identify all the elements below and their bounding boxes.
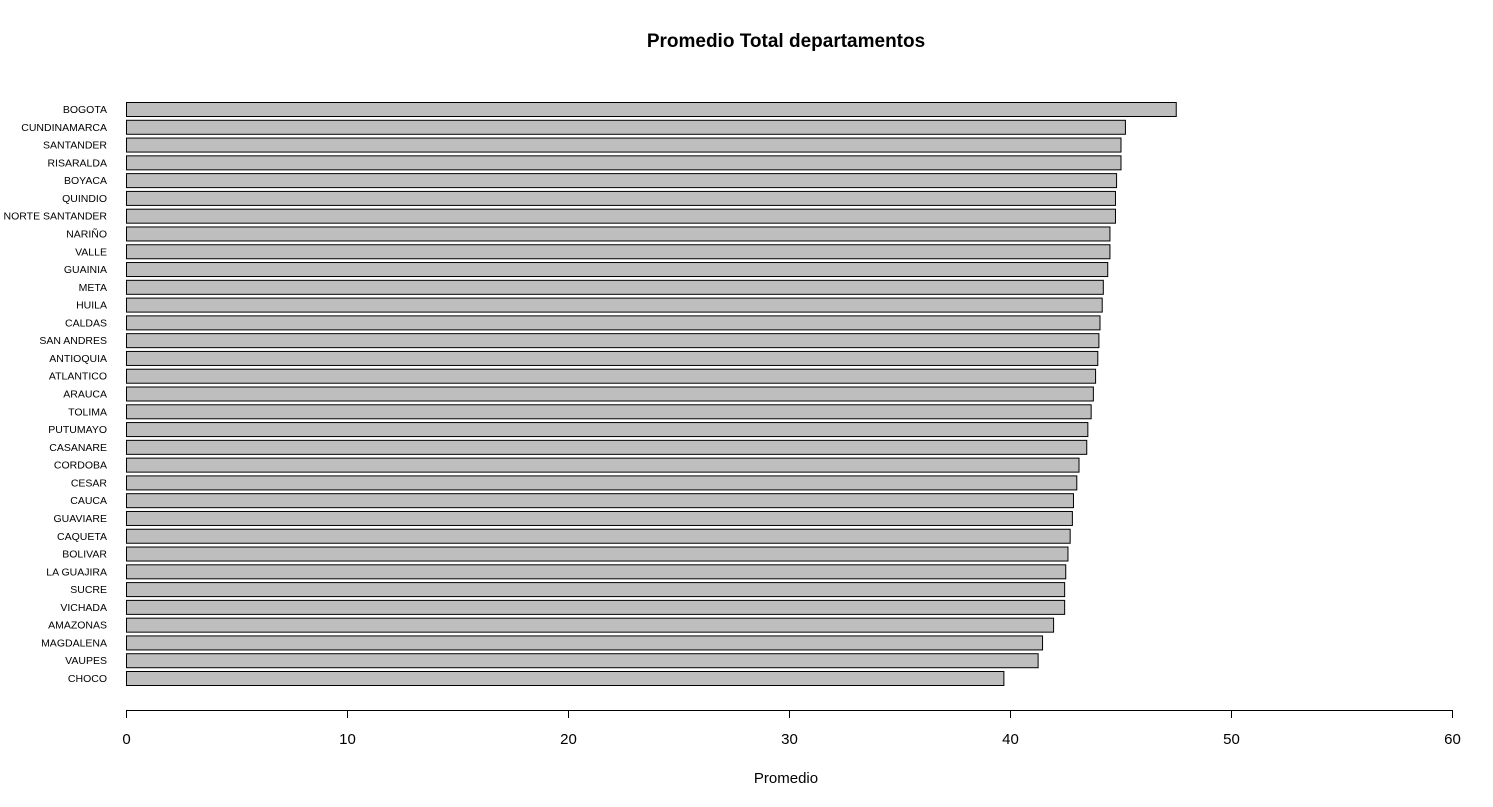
bar-sucre xyxy=(126,582,1066,598)
category-label: VAUPES xyxy=(65,655,107,667)
x-tick-label: 30 xyxy=(781,731,798,748)
bar-cundinamarca xyxy=(126,119,1126,135)
bar-antioquia xyxy=(126,350,1099,366)
x-tick-label: 10 xyxy=(339,731,356,748)
category-label: SUCRE xyxy=(70,584,107,596)
category-label: CORDOBA xyxy=(54,460,107,472)
bar-cauca xyxy=(126,493,1074,509)
category-label: BOLIVAR xyxy=(62,549,107,561)
bar-bolivar xyxy=(126,546,1069,562)
bar-cordoba xyxy=(126,457,1080,473)
category-label: CALDAS xyxy=(65,317,107,329)
category-label: BOGOTA xyxy=(63,104,107,116)
category-label: MAGDALENA xyxy=(41,637,107,649)
x-tick-label: 60 xyxy=(1444,731,1461,748)
bar-atlantico xyxy=(126,368,1097,384)
category-label: CAUCA xyxy=(70,495,107,507)
bar-bogota xyxy=(126,102,1177,117)
category-label: GUAINIA xyxy=(64,264,107,276)
category-label: NARIÑO xyxy=(66,227,107,240)
bar-guainia xyxy=(126,262,1109,278)
category-labels: BOGOTA CUNDINAMARCA SANTANDER RISARALDA BOYA… xyxy=(4,104,108,685)
category-label: CAQUETA xyxy=(57,531,107,543)
category-label: VICHADA xyxy=(60,602,107,614)
bar-caqueta xyxy=(126,528,1071,544)
category-label: HUILA xyxy=(76,300,107,312)
category-label: ANTIOQUIA xyxy=(49,353,107,365)
category-label: ARAUCA xyxy=(63,389,107,401)
bar-santander xyxy=(126,137,1122,153)
bar-norte-santander xyxy=(126,208,1116,224)
category-label: RISARALDA xyxy=(47,157,107,169)
bar-risaralda xyxy=(126,155,1122,171)
bar-guaviare xyxy=(126,510,1073,526)
bar-tolima xyxy=(126,404,1092,420)
category-label: PUTUMAYO xyxy=(48,424,107,436)
bar-nariño xyxy=(126,226,1111,242)
category-label: LA GUAJIRA xyxy=(46,566,107,578)
category-label: CUNDINAMARCA xyxy=(21,122,107,134)
bar-meta xyxy=(126,279,1104,295)
category-label: BOYACA xyxy=(64,175,107,187)
category-label: QUINDIO xyxy=(62,193,107,205)
bar-arauca xyxy=(126,386,1094,402)
bar-casanare xyxy=(126,439,1088,455)
bar-boyaca xyxy=(126,173,1118,189)
category-label: CESAR xyxy=(71,477,108,489)
bar-san-andres xyxy=(126,333,1100,349)
category-label: AMAZONAS xyxy=(48,620,107,632)
category-label: GUAVIARE xyxy=(54,513,107,525)
x-tick-label: 40 xyxy=(1002,731,1019,748)
bar-huila xyxy=(126,297,1103,313)
bar-valle xyxy=(126,244,1111,260)
bar-putumayo xyxy=(126,422,1089,438)
bar-vaupes xyxy=(126,653,1039,669)
bar-quindio xyxy=(126,190,1116,206)
category-label: NORTE SANTANDER xyxy=(4,211,108,223)
x-axis-title: Promedio xyxy=(754,770,818,787)
x-tick-label: 20 xyxy=(560,731,577,748)
category-label: VALLE xyxy=(75,246,107,258)
bar-cesar xyxy=(126,475,1078,491)
x-tick-label: 50 xyxy=(1223,731,1240,748)
category-label: META xyxy=(79,282,107,294)
category-label: TOLIMA xyxy=(68,406,107,418)
category-label: CHOCO xyxy=(68,673,107,685)
bars xyxy=(126,102,1177,686)
bar-magdalena xyxy=(126,635,1044,651)
bar-amazonas xyxy=(126,617,1055,633)
category-label: CASANARE xyxy=(49,442,107,454)
bar-vichada xyxy=(126,599,1066,615)
category-label: SAN ANDRES xyxy=(39,335,107,347)
chart-title: Promedio Total departamentos xyxy=(647,31,925,52)
x-axis: 0 10 20 30 40 50 60 xyxy=(122,710,1461,748)
category-label: ATLANTICO xyxy=(49,371,107,383)
bar-la-guajira xyxy=(126,564,1067,580)
bar-choco xyxy=(126,671,1005,686)
category-label: SANTANDER xyxy=(43,140,107,152)
bar-caldas xyxy=(126,315,1101,331)
x-tick-label: 0 xyxy=(122,731,130,748)
